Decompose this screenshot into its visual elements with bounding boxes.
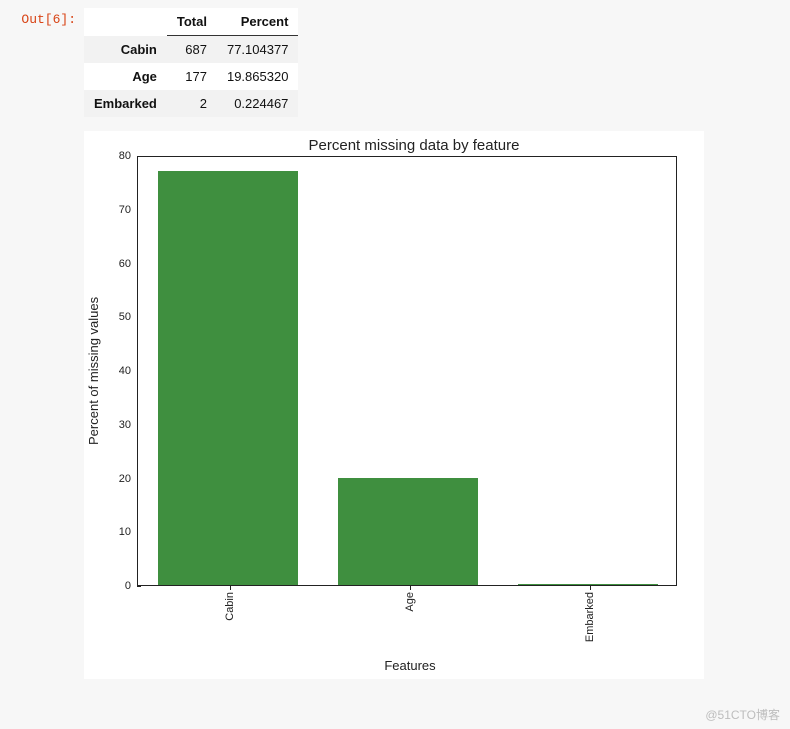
col-header-total: Total <box>167 8 217 36</box>
output-prompt: Out[6]: <box>0 8 84 27</box>
y-tick: 0 <box>125 580 137 592</box>
bar <box>518 584 658 585</box>
table-row: Cabin 687 77.104377 <box>84 36 298 64</box>
y-tick: 10 <box>119 526 137 538</box>
x-tick-mark <box>410 586 411 590</box>
watermark: @51CTO博客 <box>705 706 780 723</box>
table-row: Embarked 2 0.224467 <box>84 90 298 117</box>
table-row: Age 177 19.865320 <box>84 63 298 90</box>
y-tick: 70 <box>119 204 137 216</box>
row-index: Cabin <box>84 36 167 64</box>
plot-area <box>137 156 677 586</box>
cell-percent: 19.865320 <box>217 63 298 90</box>
y-tick: 30 <box>119 419 137 431</box>
plot-row: Percent of missing values 01020304050607… <box>84 156 704 586</box>
y-tick: 40 <box>119 365 137 377</box>
cell-percent: 0.224467 <box>217 90 298 117</box>
y-tick: 20 <box>119 473 137 485</box>
row-index: Embarked <box>84 90 167 117</box>
output-body: Total Percent Cabin 687 77.104377 Age 17… <box>84 8 790 679</box>
notebook-output-cell: Out[6]: Total Percent Cabin 687 77.10437… <box>0 0 790 679</box>
x-axis-label: Features <box>140 656 680 673</box>
bar <box>158 171 298 585</box>
y-tick: 50 <box>119 311 137 323</box>
y-axis-label: Percent of missing values <box>84 156 103 586</box>
x-axis: Cabin Age Embarked <box>140 586 680 656</box>
table-corner <box>84 8 167 36</box>
y-tick: 80 <box>119 150 137 162</box>
col-header-percent: Percent <box>217 8 298 36</box>
y-tick: 60 <box>119 258 137 270</box>
bar <box>338 478 478 585</box>
x-tick-mark <box>590 586 591 590</box>
cell-percent: 77.104377 <box>217 36 298 64</box>
cell-total: 177 <box>167 63 217 90</box>
cell-total: 2 <box>167 90 217 117</box>
x-tick-label: Age <box>404 592 416 612</box>
table-header-row: Total Percent <box>84 8 298 36</box>
cell-total: 687 <box>167 36 217 64</box>
dataframe-table: Total Percent Cabin 687 77.104377 Age 17… <box>84 8 298 117</box>
x-tick-label: Cabin <box>224 592 236 621</box>
row-index: Age <box>84 63 167 90</box>
y-axis: 01020304050607080 <box>103 156 137 586</box>
x-tick-label: Embarked <box>584 592 596 642</box>
x-tick-mark <box>230 586 231 590</box>
bar-chart: Percent missing data by feature Percent … <box>84 131 704 679</box>
chart-title: Percent missing data by feature <box>84 135 704 156</box>
